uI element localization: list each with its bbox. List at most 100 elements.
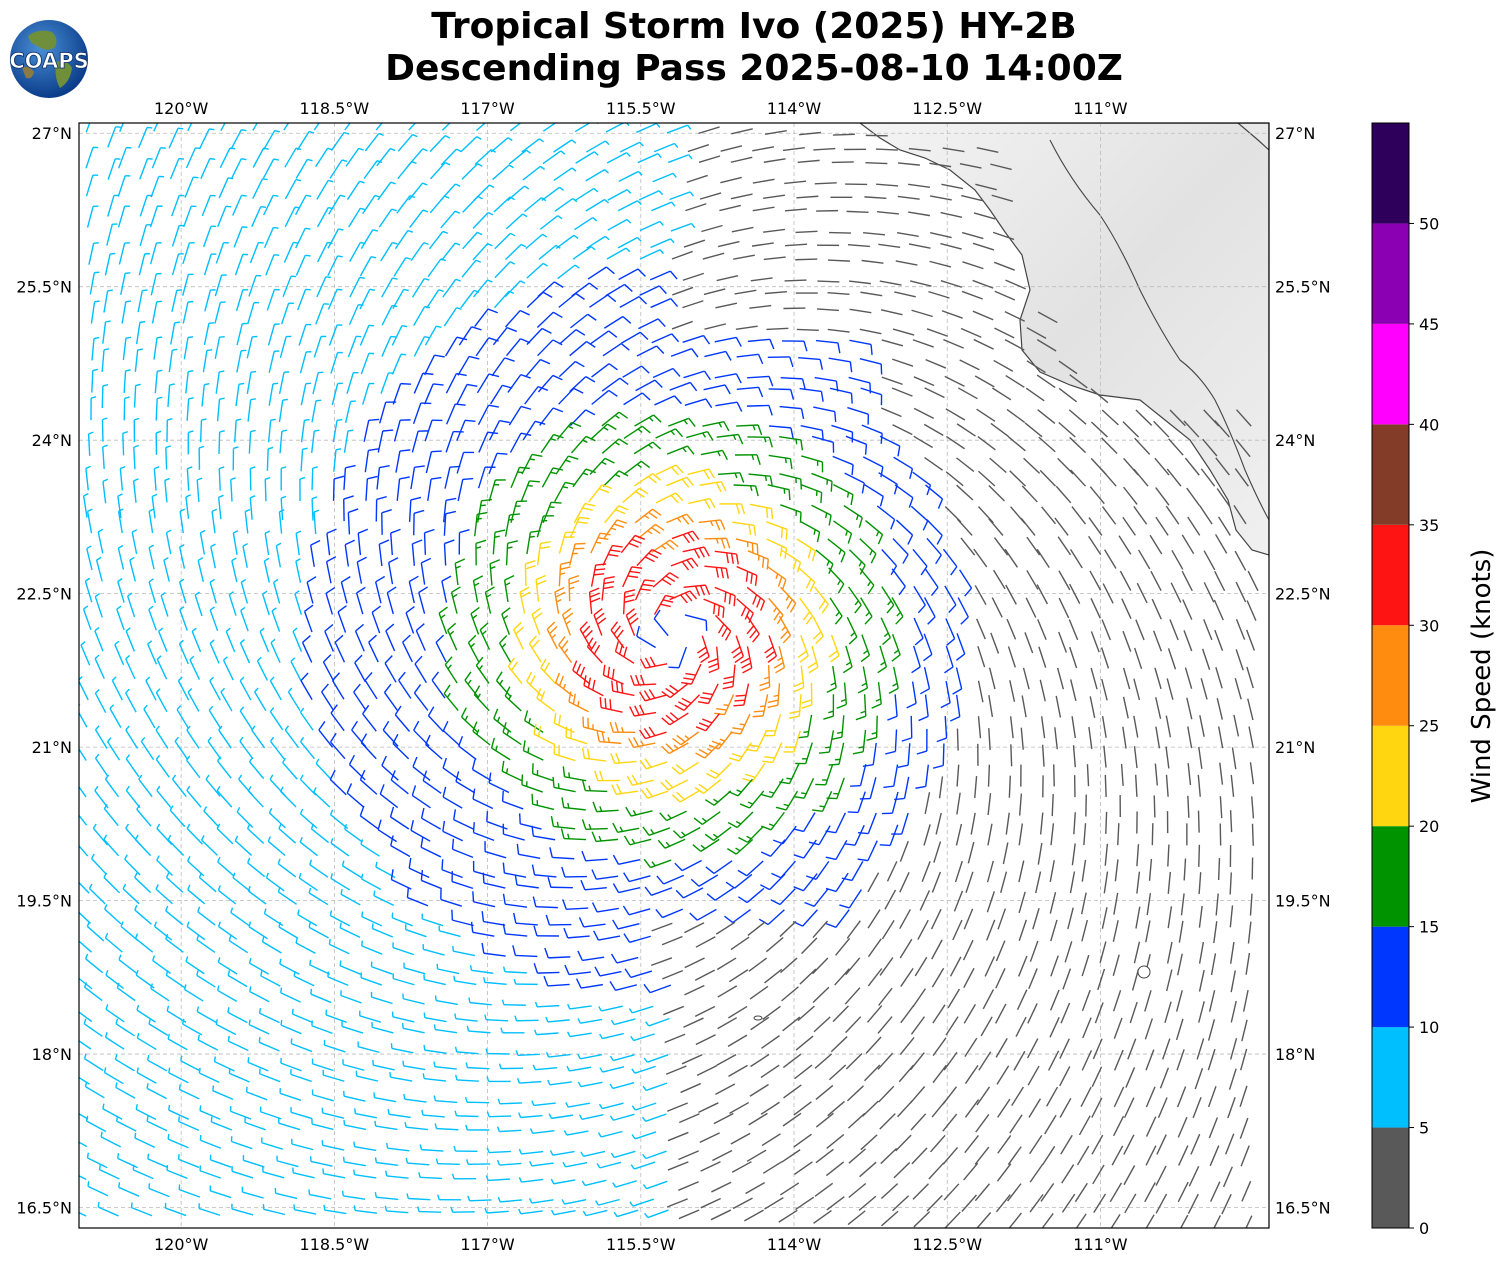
wind-barb (396, 476, 410, 501)
wind-barb (102, 478, 109, 504)
wind-barb (1145, 1086, 1156, 1108)
wind-barb (1069, 436, 1087, 454)
wind-barb (186, 725, 200, 749)
wind-barb (974, 585, 987, 606)
wind-barb (417, 1206, 442, 1213)
wind-barb (97, 528, 104, 554)
wind-barb (502, 923, 528, 937)
wind-barb (1005, 279, 1026, 290)
wind-barb (1004, 338, 1025, 351)
wind-barb (1123, 1134, 1135, 1155)
wind-barb (1069, 871, 1076, 894)
wind-barb (606, 247, 631, 260)
wind-barb (136, 1032, 157, 1051)
wind-barb (1076, 1145, 1090, 1166)
wind-barb (1101, 409, 1119, 426)
wind-barb (1196, 1038, 1205, 1060)
wind-barb (376, 465, 390, 490)
wind-barb (1203, 619, 1213, 641)
wind-barb (344, 123, 351, 131)
wind-barb (509, 432, 532, 453)
wind-barb (995, 968, 1006, 989)
wind-barb (977, 645, 986, 668)
wind-barb (1057, 536, 1072, 556)
wind-barb (1198, 1001, 1205, 1023)
wind-barb (848, 586, 862, 614)
wind-barb (1209, 1145, 1220, 1167)
wind-barb (1247, 921, 1252, 944)
wind-barb (1058, 631, 1068, 653)
wind-barb (867, 909, 881, 929)
wind-barb (623, 933, 651, 944)
wind-barb (683, 370, 711, 381)
wind-barb (1010, 744, 1013, 767)
wind-barb (1177, 953, 1183, 976)
wind-barb (639, 285, 667, 296)
wind-barb (271, 607, 281, 632)
wind-barb (489, 559, 501, 586)
wind-barb (315, 303, 329, 325)
wind-barb (587, 266, 615, 280)
wind-barb (828, 1064, 847, 1081)
wind-barb (767, 484, 791, 501)
wind-barb (1039, 812, 1044, 835)
wind-barb (277, 886, 298, 905)
wind-barb (249, 986, 270, 1003)
wind-barb (956, 457, 975, 473)
wind-barb (763, 228, 786, 233)
wind-barb (913, 435, 933, 449)
wind-barb (875, 148, 898, 151)
wind-barb (913, 376, 935, 387)
wind-barb (591, 869, 619, 880)
wind-barb (703, 384, 731, 395)
wind-barb (1166, 468, 1182, 487)
wind-barb (247, 398, 256, 422)
wind-barb (881, 920, 895, 940)
wind-barb (1083, 823, 1087, 846)
wind-barb (311, 399, 322, 423)
wind-barb (360, 873, 382, 891)
wind-barb (429, 161, 451, 180)
wind-barb (1055, 485, 1072, 504)
wind-barb (716, 433, 744, 445)
wind-barb (313, 787, 331, 808)
wind-barb (748, 957, 768, 972)
wind-barb (197, 1034, 219, 1051)
wind-barb (1167, 906, 1173, 929)
wind-barb (670, 348, 699, 358)
wind-barb (655, 492, 684, 504)
wind-barb (997, 908, 1007, 930)
wind-barb (362, 194, 381, 215)
wind-barb (344, 539, 355, 567)
wind-barb (1214, 570, 1226, 592)
wind-barb (661, 683, 689, 699)
wind-barb (247, 885, 267, 905)
wind-barb (578, 1114, 604, 1120)
wind-barb (1153, 795, 1156, 818)
wind-barb (1153, 630, 1163, 652)
wind-barb (651, 922, 673, 932)
wind-barb (1100, 647, 1110, 669)
wind-barb (134, 872, 152, 894)
wind-barb (526, 530, 541, 555)
wind-barb (453, 1145, 478, 1153)
wind-barb (171, 253, 184, 276)
wind-barb (561, 866, 587, 878)
wind-barb (671, 250, 693, 260)
wind-barb (346, 783, 365, 808)
wind-barb (191, 627, 202, 653)
wind-barb (203, 322, 215, 345)
wind-barb (635, 379, 663, 392)
wind-barb (1207, 1085, 1217, 1108)
wind-barb (1228, 1068, 1237, 1090)
wind-barb (107, 194, 120, 217)
wind-barb (895, 1134, 912, 1152)
wind-barb (1022, 667, 1030, 690)
wind-barb (372, 1059, 395, 1071)
wind-barb (1240, 1048, 1248, 1071)
wind-barb (926, 328, 948, 337)
wind-barb (931, 1099, 947, 1118)
wind-barb (698, 1102, 719, 1114)
wind-barb (409, 209, 429, 229)
wind-barb (727, 1005, 748, 1019)
